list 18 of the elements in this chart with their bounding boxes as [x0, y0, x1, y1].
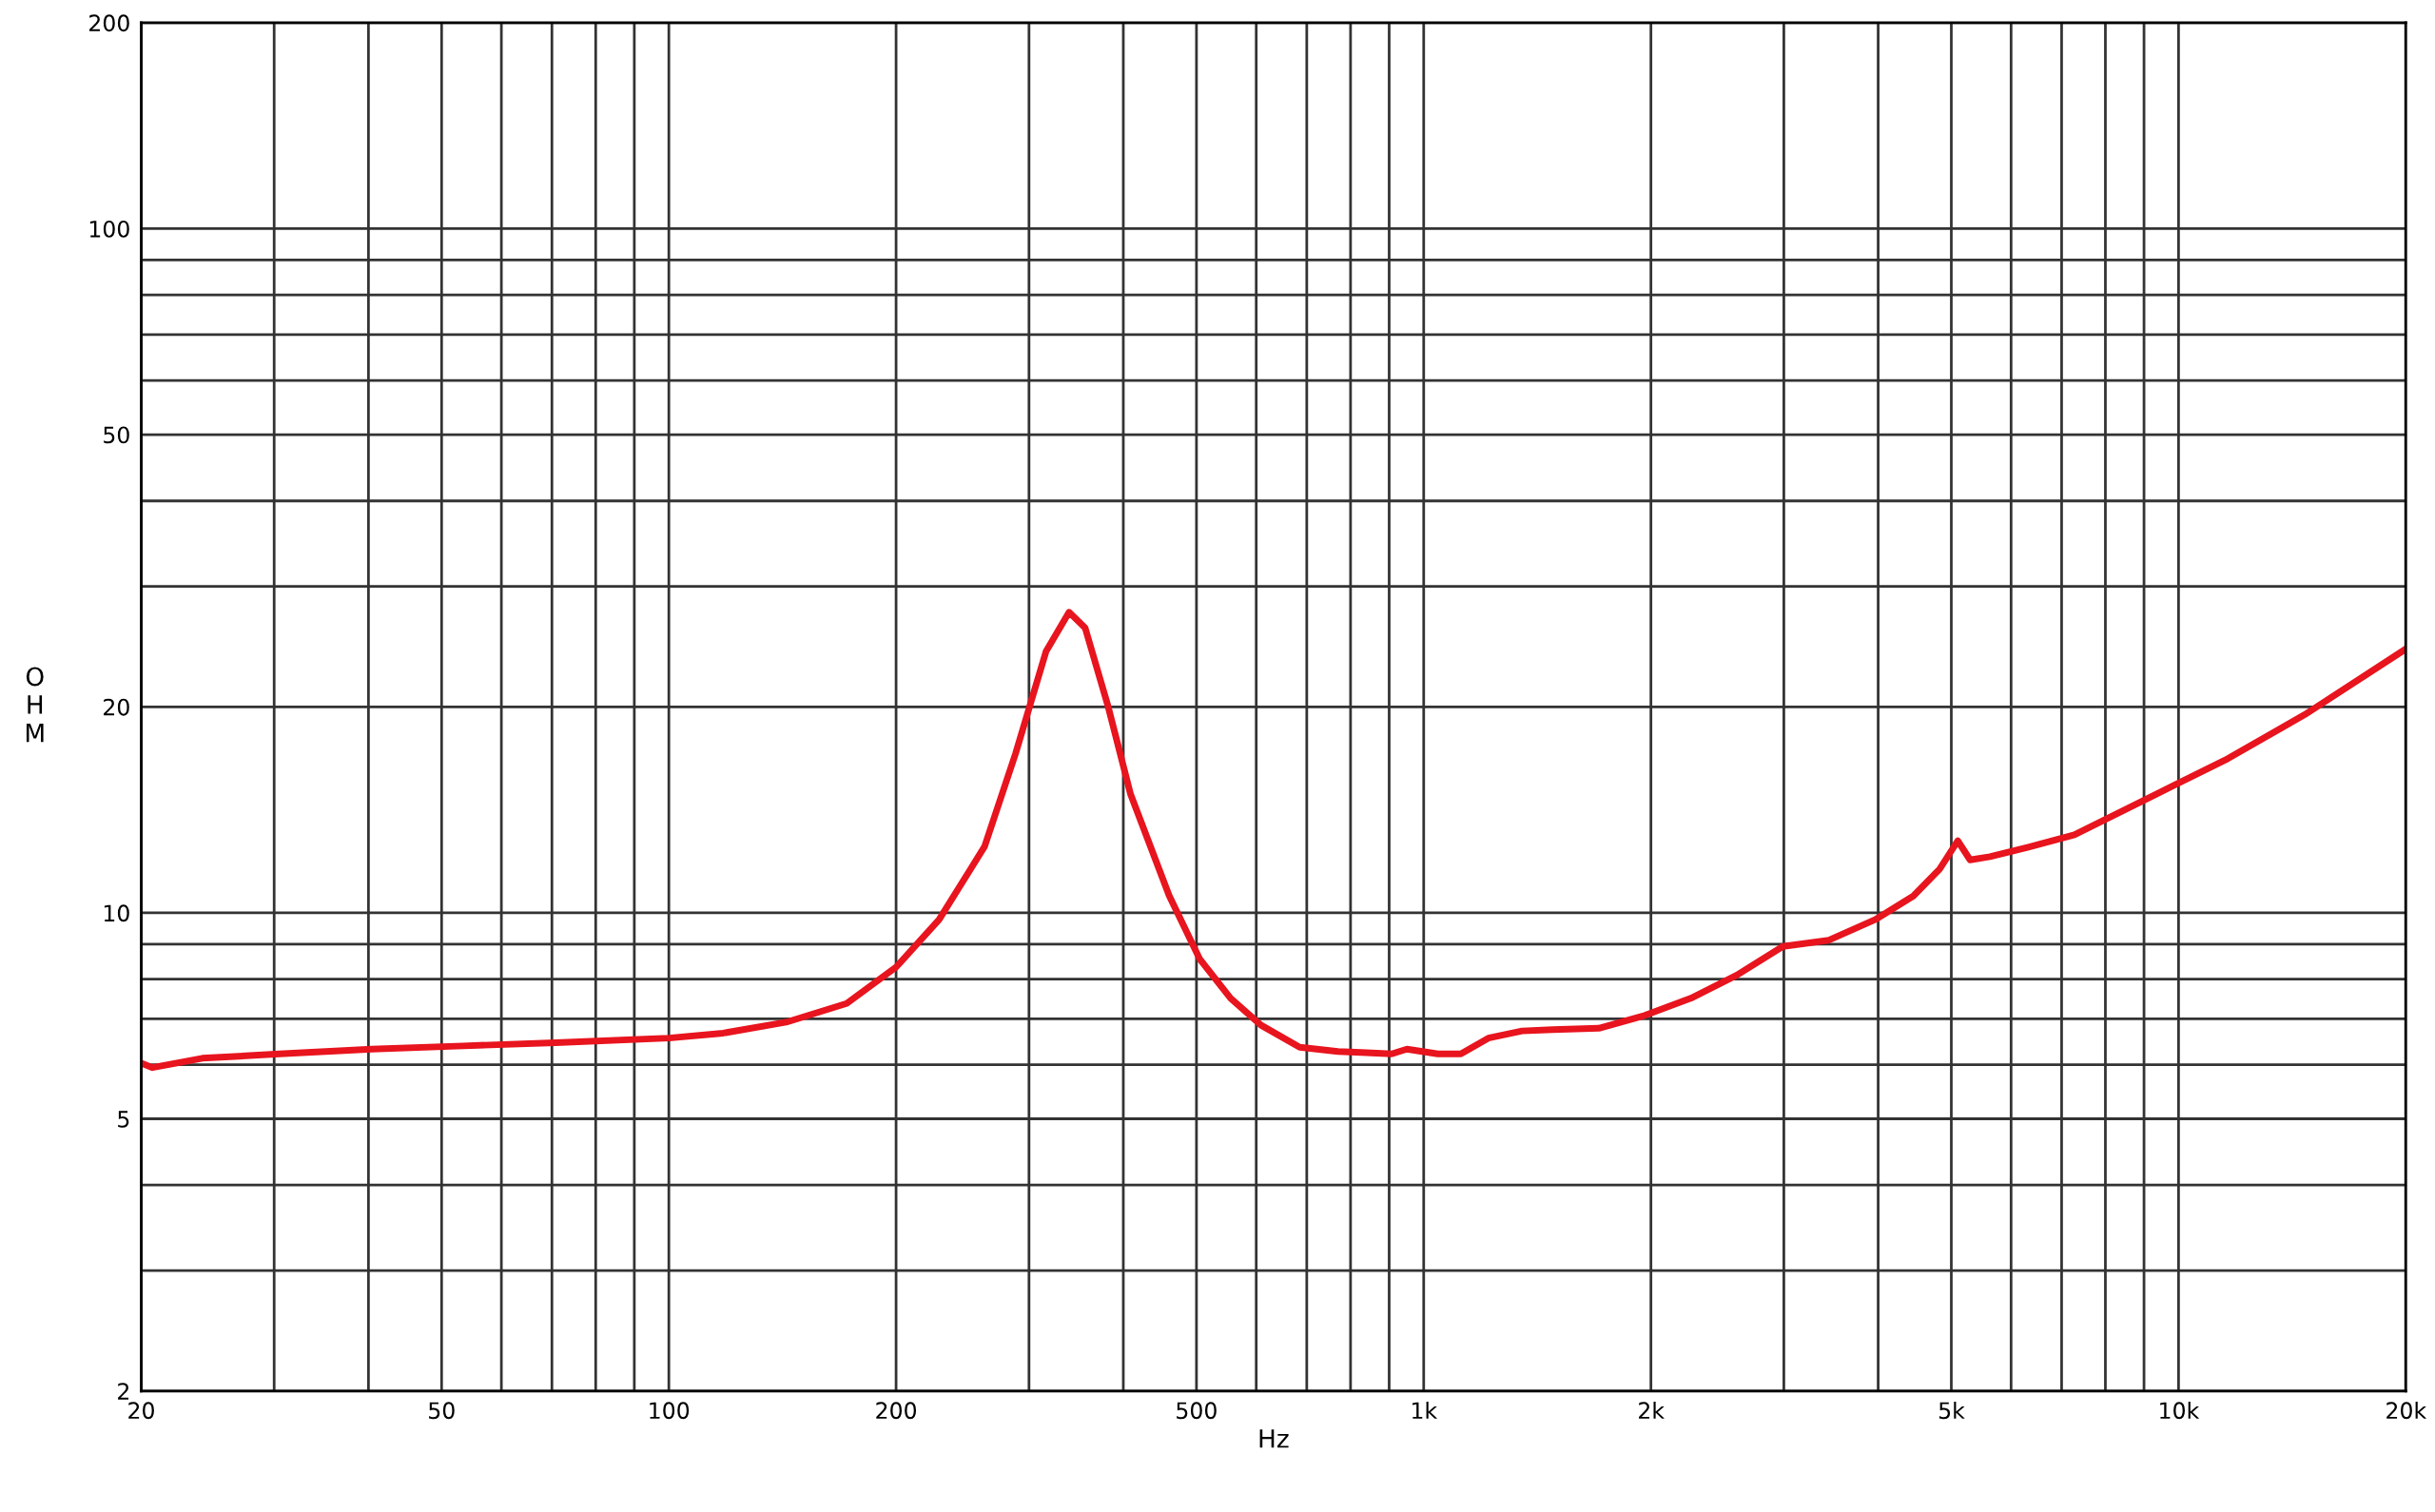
- x-tick-label: 100: [650, 1402, 690, 1420]
- y-tick-label: 2: [118, 1383, 128, 1400]
- y-tick-label: 50: [104, 426, 129, 444]
- x-tick-label: 20k: [2386, 1401, 2427, 1420]
- y-tick-label: 200: [89, 14, 129, 32]
- y-tick-label: 100: [89, 220, 129, 238]
- x-tick-label: 1k: [1412, 1401, 1438, 1419]
- x-tick-label: 5k: [1938, 1401, 1965, 1420]
- x-tick-label: 500: [1177, 1402, 1217, 1420]
- y-tick-label: 20: [104, 698, 129, 716]
- x-tick-label: 200: [876, 1402, 917, 1420]
- x-tick-label: 10k: [2160, 1401, 2200, 1420]
- y-tick-label: 10: [104, 904, 129, 922]
- x-tick-label: 2k: [1639, 1401, 1665, 1419]
- y-tick-label: 5: [118, 1111, 129, 1128]
- x-axis-title: Hz: [1259, 1429, 1289, 1448]
- x-tick-label: 50: [429, 1402, 455, 1420]
- y-axis-title: OHM: [26, 667, 44, 743]
